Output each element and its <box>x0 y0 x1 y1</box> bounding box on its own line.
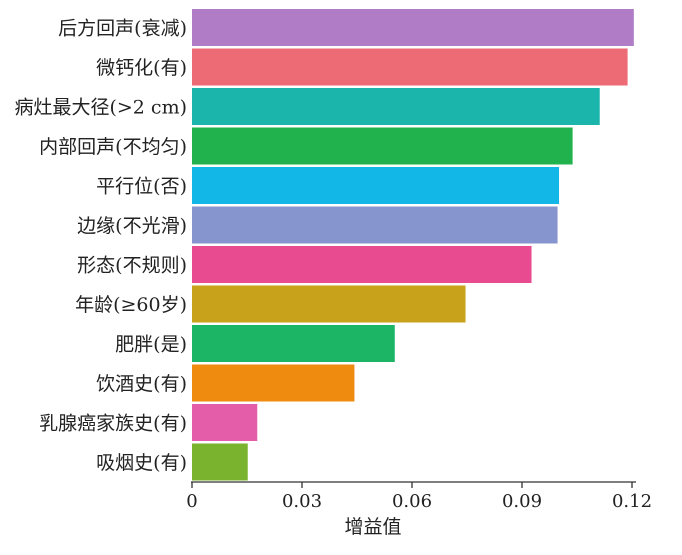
bars-layer <box>192 9 634 481</box>
category-label-1: 后方回声(衰减) <box>58 18 187 40</box>
category-label-2: 微钙化(有) <box>96 57 187 79</box>
x-axis-label: 增益值 <box>344 516 401 538</box>
bar-4 <box>192 127 573 165</box>
x-tick-label-3: 0.06 <box>392 491 432 512</box>
category-label-11: 乳腺癌家族史(有) <box>39 413 187 435</box>
bar-5 <box>192 167 560 204</box>
x-tick-label-4: 0.09 <box>502 491 542 512</box>
category-label-7: 形态(不规则) <box>77 255 187 277</box>
category-label-6: 边缘(不光滑) <box>77 215 187 237</box>
bar-6 <box>192 206 558 244</box>
category-label-4: 内部回声(不均匀) <box>39 136 187 158</box>
bar-8 <box>192 285 466 323</box>
category-label-8: 年龄(≥60岁) <box>75 294 187 316</box>
category-labels: 后方回声(衰减) 微钙化(有) 病灶最大径(>2 cm) 内部回声(不均匀) 平行位(否… <box>14 18 187 475</box>
category-label-3: 病灶最大径(>2 cm) <box>14 97 187 119</box>
bar-2 <box>192 48 628 86</box>
category-label-5: 平行位(否) <box>96 176 187 198</box>
x-tick-label-1: 0 <box>186 491 197 512</box>
x-ticks: 0 0.03 0.06 0.09 0.12 <box>186 482 652 512</box>
x-tick-label-2: 0.03 <box>282 491 322 512</box>
bar-12 <box>192 443 248 481</box>
category-label-10: 饮酒史(有) <box>96 373 187 395</box>
category-label-12: 吸烟史(有) <box>96 452 187 474</box>
category-label-9: 肥胖(是) <box>115 334 187 356</box>
bar-7 <box>192 246 532 283</box>
bar-9 <box>192 325 395 362</box>
bar-3 <box>192 88 600 125</box>
bar-11 <box>192 404 258 441</box>
x-tick-label-5: 0.12 <box>612 491 652 512</box>
bar-10 <box>192 364 355 402</box>
bar-1 <box>192 9 634 46</box>
